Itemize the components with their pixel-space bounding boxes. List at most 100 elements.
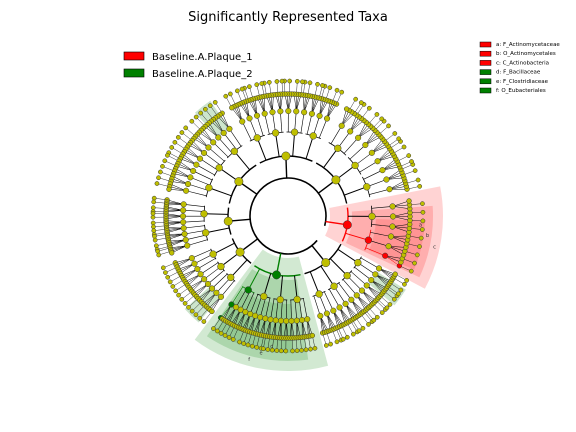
order-stem	[259, 296, 267, 318]
order-stem	[359, 160, 378, 173]
order-node	[226, 125, 233, 132]
order-node	[382, 252, 389, 259]
genus-node	[287, 78, 293, 84]
genus-node	[151, 224, 156, 230]
family-node	[169, 250, 175, 256]
order-node	[262, 315, 269, 322]
order-node	[301, 109, 308, 116]
clade-legend-swatch-d	[479, 69, 492, 75]
order-node	[304, 316, 311, 323]
order-node	[368, 276, 375, 284]
genus-node	[290, 348, 295, 354]
class-node	[215, 164, 223, 172]
genus-node	[249, 343, 255, 349]
genus-node	[320, 83, 325, 88]
order-stem	[183, 225, 205, 229]
order-stem	[371, 224, 393, 227]
order-node	[293, 317, 300, 324]
order-stem	[199, 158, 218, 171]
genus-node	[151, 199, 157, 205]
class-stem	[294, 275, 298, 300]
phylum-node	[342, 220, 352, 230]
clade-legend-swatch-b	[479, 50, 492, 57]
genus-node	[418, 235, 424, 241]
family-node	[309, 332, 316, 339]
order-stem	[280, 299, 283, 321]
order-node	[188, 255, 195, 262]
order-stem	[275, 299, 279, 321]
phylum-node	[281, 151, 291, 161]
order-stem	[200, 262, 219, 275]
genus-node	[420, 209, 426, 215]
genus-node	[158, 169, 163, 175]
genus-node	[398, 287, 404, 293]
genus-node	[201, 319, 207, 324]
genus-node	[404, 278, 410, 283]
order-node	[283, 317, 290, 325]
class-node	[343, 272, 351, 280]
order-stem	[270, 298, 275, 320]
genus-node	[340, 336, 346, 342]
clade-sector-labels: cba f e d	[248, 222, 436, 362]
order-node	[385, 243, 392, 250]
order-node	[180, 225, 187, 232]
genus-node	[218, 330, 224, 336]
genus-node	[152, 237, 158, 243]
order-stem	[343, 137, 359, 154]
clade-letter-b: b	[426, 233, 429, 239]
class-stem	[305, 135, 314, 159]
class-node	[260, 292, 268, 301]
order-stem	[240, 290, 251, 310]
genus-node	[279, 78, 285, 84]
genus-node	[245, 342, 251, 348]
genus-node	[307, 80, 313, 86]
order-node	[257, 314, 264, 321]
genus-node	[189, 308, 195, 314]
phylum-node	[321, 258, 331, 268]
clade-legend-label-d: d: F_Bacillaceae	[496, 70, 541, 76]
clade-legend-label-b: b: O_Actinomycetales	[496, 51, 556, 57]
order-node	[191, 260, 198, 267]
genus-node	[396, 136, 402, 142]
genus-node	[374, 314, 380, 320]
genus-node	[417, 244, 422, 249]
genus-node	[175, 134, 181, 140]
class-stem	[208, 187, 232, 197]
order-stem	[185, 234, 207, 241]
genus-node	[406, 153, 412, 158]
genus-node	[234, 88, 240, 94]
order-node	[239, 118, 246, 125]
order-node	[336, 304, 343, 311]
class-stem	[344, 186, 367, 196]
phylum-node	[272, 270, 282, 280]
genus-node	[366, 322, 371, 327]
genus-node	[409, 159, 414, 164]
order-node	[201, 276, 208, 283]
order-node	[338, 122, 345, 129]
genus-node	[350, 331, 356, 337]
class-stem	[279, 275, 284, 300]
genus-node	[162, 158, 168, 164]
order-node	[389, 213, 397, 220]
order-node	[389, 223, 396, 230]
genus-node	[160, 163, 165, 169]
order-node	[355, 134, 362, 141]
order-stem	[207, 270, 225, 285]
order-stem	[350, 271, 367, 286]
order-node	[215, 134, 222, 141]
genus-node	[186, 304, 191, 310]
legend-swatch-group-1	[123, 51, 145, 61]
genus-node	[207, 103, 213, 109]
genus-node	[374, 112, 380, 117]
genus-node	[419, 227, 425, 232]
class-stem	[309, 271, 320, 295]
genus-node	[165, 274, 171, 280]
order-stem	[231, 286, 244, 305]
order-stem	[186, 190, 207, 197]
order-node	[183, 187, 190, 194]
genus-node	[167, 279, 173, 285]
clade-legend-label-a: a: F_Actinomycetaceae	[496, 42, 560, 48]
genus-node	[254, 82, 260, 88]
order-node	[252, 312, 259, 319]
order-stem	[187, 239, 208, 246]
